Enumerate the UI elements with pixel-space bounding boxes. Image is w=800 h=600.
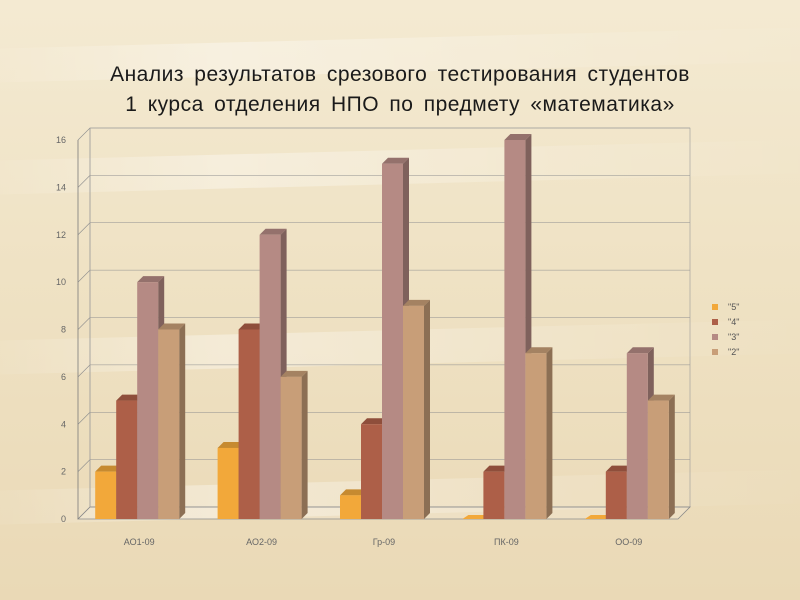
legend-label: "5" [728,301,740,312]
x-tick-label: ОО-09 [615,537,642,547]
legend-swatch [712,303,718,310]
gridline-side [77,459,91,472]
bar-side [546,347,553,519]
bar-front [504,140,526,519]
bar-top [116,394,144,401]
chart-legend: "5" "4" "3" "2" [712,299,739,359]
bar-front [158,329,180,519]
y-tick-label: 10 [56,277,66,287]
bar-top [647,394,675,401]
bar-front [238,329,260,519]
legend-label: "2" [728,346,740,357]
y-tick-label: 6 [61,372,66,382]
gridline-side [77,127,91,141]
chart-title-line-2: 1 курса отделения НПО по предмету «матем… [125,93,675,116]
bar-top [403,299,430,306]
y-tick-label: 4 [61,419,66,429]
legend-item: "3" [712,329,739,344]
gridline-side [77,364,91,378]
y-tick-label: 12 [56,230,66,240]
gridline-side [77,269,91,283]
bar-front [137,282,159,519]
bar-top [483,465,511,472]
bar-front [340,495,361,519]
bar-top [626,347,654,354]
legend-swatch [712,348,718,355]
bar-top [217,441,245,448]
bar-top [525,347,553,354]
bar-front [95,471,117,519]
chart-title-line-1: Анализ результатов срезового тестировани… [110,63,690,86]
bar-front [403,305,424,519]
y-tick-label: 8 [61,325,66,335]
bar-side [668,394,675,519]
bar [647,394,675,519]
bar-front [647,400,669,519]
bars [95,134,675,519]
legend-item: "4" [712,314,739,329]
bar-front [361,424,382,519]
x-tick-label: ПК-09 [494,537,519,547]
bar-top [280,370,308,377]
y-tick-label: 0 [61,514,66,524]
bar-front [116,400,138,519]
bar [280,370,308,519]
y-tick-label: 2 [61,467,66,477]
bar-top [259,228,287,235]
x-tick-label: АО2-09 [246,537,277,547]
bar-front [280,376,302,519]
bar-front [626,353,648,519]
legend-label: "4" [728,316,740,327]
legend-swatch [712,318,718,325]
bar-side [424,299,430,519]
x-tick-label: Гр-09 [373,537,395,547]
bar [403,299,430,519]
bar-zero [462,515,490,519]
bar-top [158,323,186,330]
bar-front [525,353,547,519]
bar-top [605,465,633,472]
gridline-side [77,317,91,330]
gridline-side [77,175,91,188]
y-tick-label: 14 [56,182,66,192]
bar-top [504,134,532,140]
legend-item: "5" [712,299,739,314]
bar-front [217,447,239,519]
legend-item: "2" [712,344,739,359]
chart-title: Анализ результатов срезового тестировани… [20,60,780,120]
bar-front [483,471,505,519]
bar-side [301,370,308,519]
axis-labels: 0 2 4 6 8 10 12 14 16 АО1-09 АО2-09 Гр-09 ПК-09 ОО-09 [56,135,642,547]
gridline-side [77,222,91,235]
bar-zero [584,515,612,519]
bar [158,323,186,519]
legend-swatch [712,333,718,340]
bar-top [137,276,165,283]
bar [462,515,490,519]
bar-top [340,489,367,496]
y-tick-label: 16 [56,135,66,145]
bar-top [382,157,409,164]
bar [584,515,612,519]
bar-side [179,323,186,519]
bar-front [605,471,627,519]
bar-top [361,418,388,425]
legend-label: "3" [728,331,740,342]
x-tick-label: АО1-09 [124,537,155,547]
bar-front [382,163,403,519]
bar-top [95,465,123,472]
bar-front [259,234,281,519]
bar [525,347,553,519]
gridline-side [77,412,91,425]
bar-top [238,323,266,330]
